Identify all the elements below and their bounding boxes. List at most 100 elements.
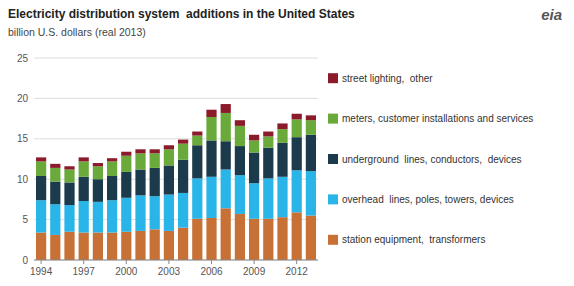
bar-segment bbox=[249, 219, 259, 260]
subtitle: billion U.S. dollars (real 2013) bbox=[8, 26, 146, 38]
x-tick-label: 1994 bbox=[30, 266, 53, 277]
x-tick-label: 2006 bbox=[200, 266, 223, 277]
bar-segment bbox=[292, 170, 302, 212]
bar-segment bbox=[292, 212, 302, 260]
bar-segment bbox=[178, 140, 188, 144]
bar-segment bbox=[121, 172, 131, 198]
x-tick bbox=[168, 260, 169, 264]
x-tick bbox=[254, 260, 255, 264]
legend-label: overhead lines, poles, towers, devices bbox=[342, 194, 514, 205]
bar-segment bbox=[93, 163, 103, 166]
bar-segment bbox=[235, 146, 245, 175]
bar-segment bbox=[93, 179, 103, 202]
x-tick-label: 2000 bbox=[115, 266, 138, 277]
bar-segment bbox=[135, 170, 145, 196]
bar-segment bbox=[235, 120, 245, 126]
bar-segment bbox=[263, 178, 273, 218]
bar-segment bbox=[249, 135, 259, 141]
legend-swatch bbox=[328, 73, 338, 83]
x-tick bbox=[41, 260, 42, 264]
bar-segment bbox=[79, 233, 89, 260]
bar-segment bbox=[150, 196, 160, 229]
grid bbox=[34, 58, 318, 260]
bar-segment bbox=[277, 123, 287, 129]
bar-segment bbox=[36, 233, 46, 260]
bar-segment bbox=[178, 228, 188, 260]
x-axis-line bbox=[34, 260, 318, 261]
bar-segment bbox=[164, 231, 174, 260]
bar-segment bbox=[79, 177, 89, 201]
x-tick-label: 2012 bbox=[286, 266, 309, 277]
x-tick bbox=[83, 260, 84, 264]
grid-line bbox=[34, 58, 318, 59]
bar-segment bbox=[192, 136, 202, 146]
bar-segment bbox=[235, 175, 245, 214]
bar-segment bbox=[206, 177, 216, 218]
bar-segment bbox=[64, 182, 74, 205]
bar-segment bbox=[121, 232, 131, 260]
bar-segment bbox=[150, 168, 160, 196]
bar-segment bbox=[164, 149, 174, 165]
bar-segment bbox=[64, 205, 74, 232]
bar-segment bbox=[50, 204, 60, 235]
bar-segment bbox=[36, 161, 46, 176]
bar-segment bbox=[107, 200, 117, 232]
bar-segment bbox=[79, 201, 89, 233]
bar-segment bbox=[50, 235, 60, 260]
bar-segment bbox=[50, 164, 60, 168]
bar-segment bbox=[178, 160, 188, 193]
bar-segment bbox=[150, 153, 160, 168]
legend-swatch bbox=[328, 114, 338, 124]
legend: street lighting, othermeters, customer i… bbox=[328, 73, 533, 246]
bar-segment bbox=[235, 214, 245, 260]
bar-segment bbox=[221, 113, 231, 141]
bar-segment bbox=[107, 158, 117, 161]
bar-segment bbox=[107, 233, 117, 260]
x-tick-label: 2003 bbox=[158, 266, 181, 277]
bar-segment bbox=[79, 161, 89, 176]
bar-segment bbox=[164, 165, 174, 194]
bar-segment bbox=[263, 148, 273, 179]
bar-segment bbox=[206, 117, 216, 140]
bar-segment bbox=[263, 219, 273, 260]
y-tick-label: 0 bbox=[22, 255, 28, 266]
grid-line bbox=[34, 219, 318, 220]
bar-segment bbox=[178, 193, 188, 228]
bar-segment bbox=[36, 200, 46, 232]
bar-segment bbox=[150, 229, 160, 260]
bar-segment bbox=[135, 195, 145, 231]
bar-segment bbox=[277, 217, 287, 260]
bar-segment bbox=[277, 177, 287, 217]
bar-segment bbox=[221, 170, 231, 209]
bar-segment bbox=[221, 208, 231, 260]
title: Electricity distribution system addition… bbox=[8, 7, 355, 21]
bar-segment bbox=[306, 135, 316, 171]
bar-segment bbox=[249, 183, 259, 219]
bar-segment bbox=[249, 153, 259, 184]
bar-segment bbox=[79, 157, 89, 161]
bar-segment bbox=[263, 132, 273, 137]
bars bbox=[36, 104, 316, 260]
bar-segment bbox=[50, 182, 60, 205]
bar-segment bbox=[192, 219, 202, 260]
x-tick bbox=[126, 260, 127, 264]
bar-segment bbox=[93, 202, 103, 233]
bar-segment bbox=[206, 218, 216, 260]
x-tick-label: 1997 bbox=[73, 266, 96, 277]
legend-swatch bbox=[328, 235, 338, 245]
legend-swatch bbox=[328, 154, 338, 164]
bar-segment bbox=[50, 168, 60, 182]
bar-segment bbox=[263, 136, 273, 147]
bar-segment bbox=[277, 143, 287, 177]
bar-segment bbox=[206, 140, 216, 176]
bar-segment bbox=[221, 141, 231, 169]
bar-segment bbox=[64, 232, 74, 260]
y-tick-label: 15 bbox=[17, 133, 29, 144]
bar-segment bbox=[121, 198, 131, 232]
bar-segment bbox=[164, 145, 174, 149]
bar-segment bbox=[121, 156, 131, 172]
bar-segment bbox=[36, 157, 46, 161]
bar-segment bbox=[292, 119, 302, 137]
bar-segment bbox=[292, 114, 302, 120]
bar-segment bbox=[150, 149, 160, 153]
